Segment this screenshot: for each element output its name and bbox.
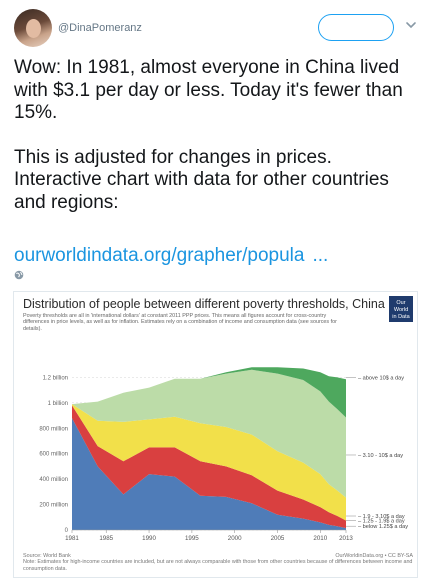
legend-label: – 3.10 - 10$ a day — [358, 453, 403, 459]
tweet-paragraph-1: Wow: In 1981, almost everyone in China l… — [14, 57, 403, 123]
chart-subtitle: Poverty thresholds are all in 'internati… — [23, 313, 337, 332]
y-tick-label: 0 — [65, 528, 69, 534]
x-tick-label: 1985 — [99, 535, 113, 542]
chevron-down-icon[interactable] — [404, 18, 418, 32]
x-tick-label: 2013 — [339, 535, 353, 542]
link-preview-card[interactable]: Distribution of people between different… — [13, 291, 418, 578]
user-handle[interactable]: @DinaPomeranz — [58, 22, 142, 34]
area-series — [72, 405, 346, 529]
y-tick-label: 1.2 billion — [43, 375, 68, 381]
area-series — [72, 369, 346, 498]
follow-button[interactable] — [318, 14, 394, 41]
owid-logo-line2: in Data — [392, 314, 410, 320]
avatar-face — [26, 19, 41, 38]
chart-credit: OurWorldinData.org • CC BY-SA — [335, 553, 413, 559]
globe-icon — [14, 270, 24, 280]
owid-logo-line1: Our World — [393, 300, 409, 313]
x-tick-label: 1981 — [65, 535, 79, 542]
avatar[interactable] — [14, 9, 52, 47]
x-tick-label: 2005 — [271, 535, 285, 542]
y-tick-label: 200 million — [39, 503, 68, 509]
chart-source: Source: World Bank — [23, 553, 71, 559]
tweet-text: Wow: In 1981, almost everyone in China l… — [14, 57, 424, 214]
chart-title: Distribution of people between different… — [23, 297, 385, 311]
tweet-paragraph-2: This is adjusted for changes in prices. … — [14, 146, 389, 213]
tweet-link[interactable]: ourworldindata.org/grapher/popula... — [14, 245, 424, 267]
x-tick-label: 2000 — [228, 535, 242, 542]
x-tick-label: 1995 — [185, 535, 199, 542]
area-series — [72, 418, 346, 530]
y-tick-label: 600 million — [39, 452, 68, 458]
y-tick-label: 400 million — [39, 477, 68, 483]
chart-note: Note: Estimates for high-income countrie… — [23, 559, 413, 572]
x-tick-label: 2010 — [313, 535, 327, 542]
owid-logo: Our World in Data — [389, 296, 413, 322]
y-tick-label: 800 million — [39, 426, 68, 432]
legend-label: – 1.25 - 1.9$ a day — [358, 518, 405, 524]
chart-footer: Source: World Bank OurWorldinData.org • … — [23, 553, 413, 572]
legend-label: – below 1.25$ a day — [358, 524, 408, 530]
x-tick-label: 1990 — [142, 535, 156, 542]
area-series — [72, 367, 346, 418]
legend-label: – above 10$ a day — [358, 375, 404, 381]
y-tick-label: 1 billion — [48, 401, 68, 407]
legend-label: – 1.9 - 3.10$ a day — [358, 514, 405, 520]
tweet-link-ellipsis: ... — [312, 245, 329, 266]
poverty-chart: 0 200 million 400 million 600 million 800 mi… — [39, 367, 408, 542]
tweet-link-text[interactable]: ourworldindata.org/grapher/popula — [14, 245, 305, 266]
area-series — [72, 404, 346, 521]
